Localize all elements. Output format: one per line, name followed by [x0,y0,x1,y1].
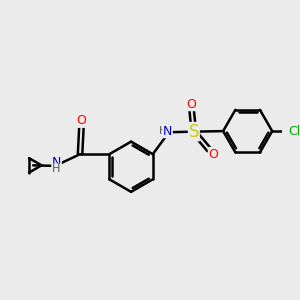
Text: N: N [52,156,61,169]
Text: H: H [52,164,61,174]
Text: S: S [189,123,199,141]
Text: O: O [208,148,218,160]
Text: H: H [159,126,167,136]
Text: N: N [163,124,172,138]
Text: O: O [76,114,86,127]
Text: O: O [187,98,196,111]
Text: Cl: Cl [288,124,300,138]
